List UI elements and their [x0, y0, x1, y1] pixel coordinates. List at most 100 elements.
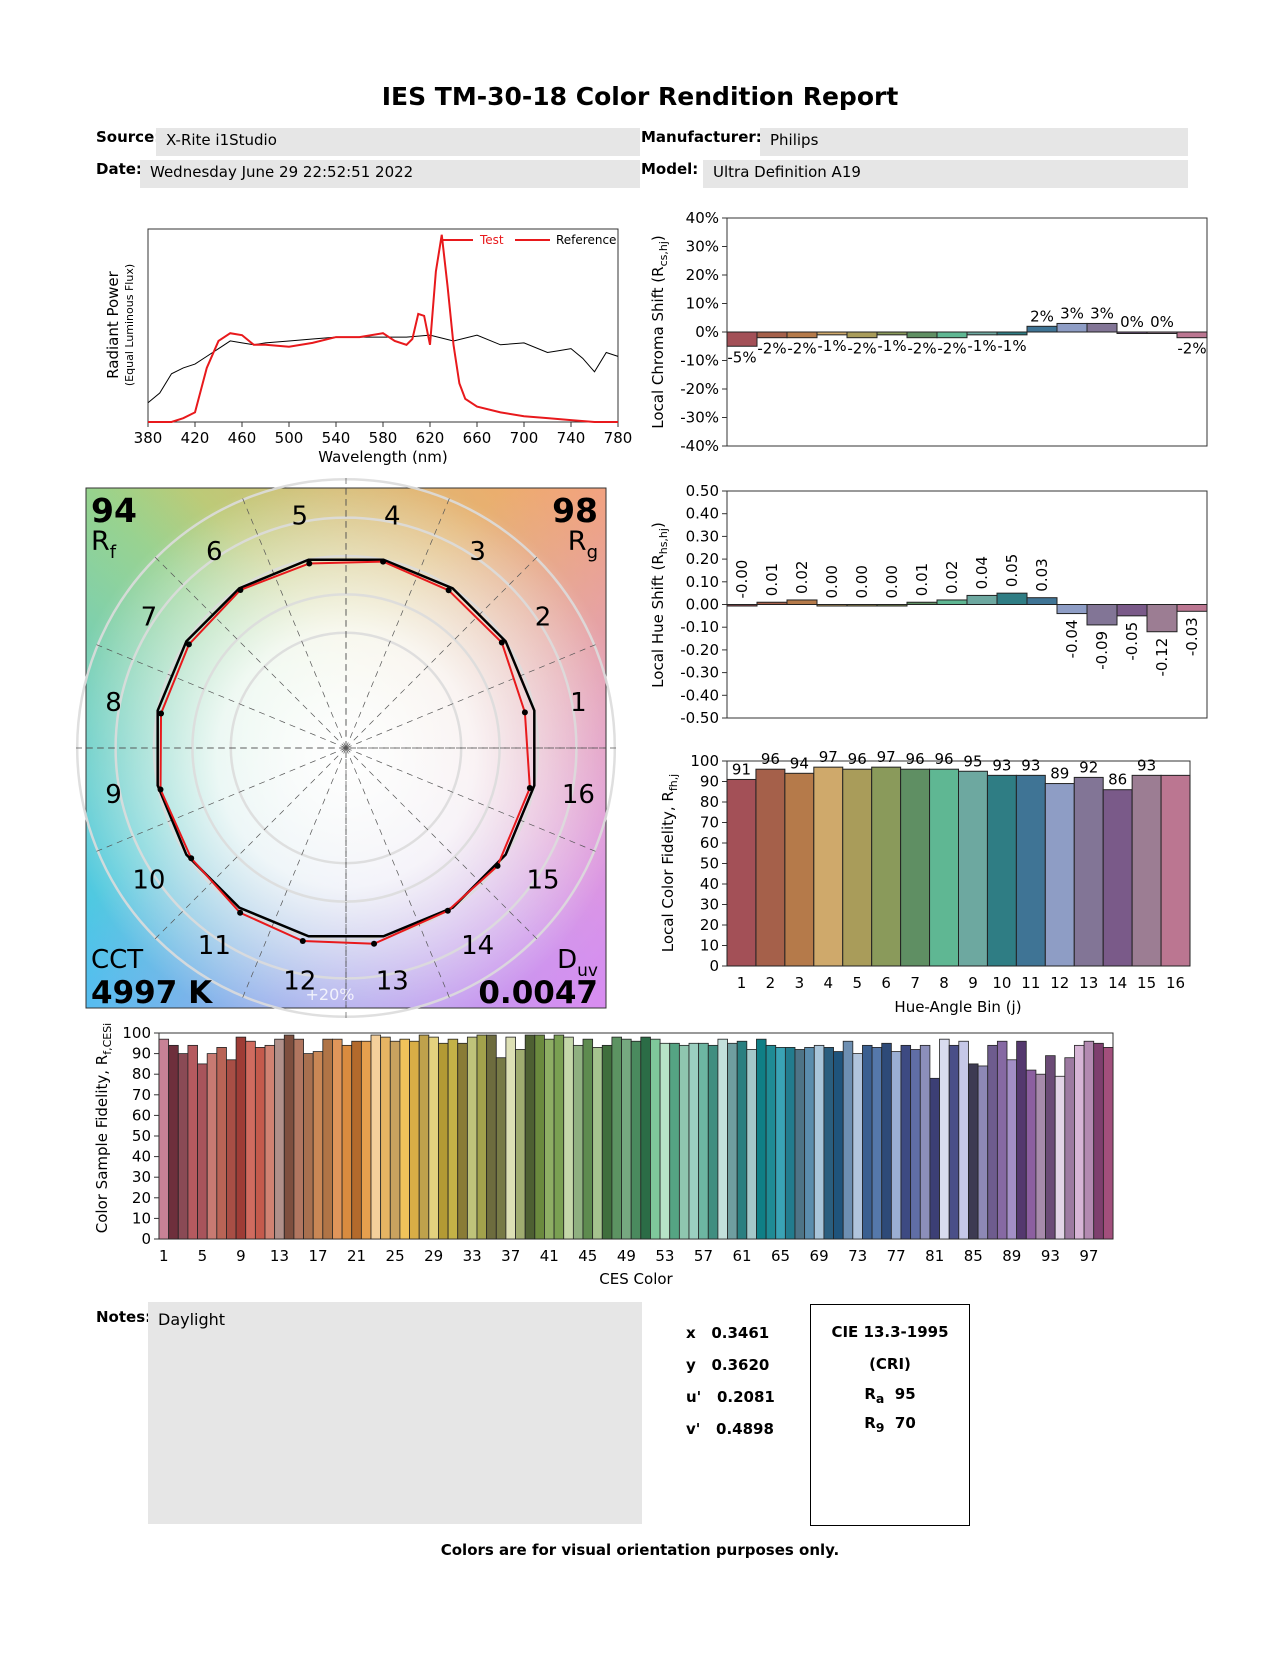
y-tick-label: 0%: [695, 323, 719, 341]
ces-bar: [216, 1047, 227, 1240]
bar-label: -2%: [757, 340, 786, 358]
bar-label: 97: [819, 748, 838, 766]
y-tick-label: 0.30: [686, 527, 719, 545]
bar-label: 0.04: [973, 556, 991, 589]
bar: [846, 604, 878, 607]
x-tick-label: 8: [939, 974, 949, 992]
ces-bar: [919, 1044, 931, 1240]
cri-subtitle: (CRI): [869, 1355, 911, 1373]
y-tick-label: -0.50: [680, 709, 719, 727]
vector-arrow-head: [188, 855, 195, 862]
bar-label: 0.00: [853, 565, 871, 598]
spd-x-tick-label: 700: [510, 429, 539, 447]
bar-label: -1%: [817, 337, 846, 355]
vector-bin-label: 3: [469, 537, 486, 567]
cri-box: CIE 13.3-1995 (CRI) Ra 95 R9 70: [810, 1304, 970, 1526]
bar-label: 93: [1021, 756, 1040, 774]
ces-bar: [418, 1034, 430, 1240]
spd-x-tick-label: 460: [228, 429, 257, 447]
ces-bar: [900, 1044, 912, 1240]
bar: [1026, 325, 1058, 333]
chromaticity-x: x 0.3461: [686, 1324, 769, 1342]
chromaticity-y-value: 0.3620: [711, 1356, 770, 1374]
ces-bar: [524, 1034, 536, 1240]
x-tick-label: 3: [795, 974, 805, 992]
bar: [842, 768, 873, 967]
ces-bar: [235, 1036, 247, 1240]
ces-bar: [948, 1044, 960, 1240]
ces-bar: [852, 1053, 863, 1240]
y-tick-label: 80: [700, 793, 719, 811]
y-tick-label: -0.20: [680, 641, 719, 659]
ces-bar: [274, 1038, 285, 1240]
cri-r9: R9 70: [864, 1414, 916, 1435]
vector-arrow-head: [185, 641, 192, 648]
y-tick-label: 90: [700, 773, 719, 791]
spd-x-tick-label: 380: [134, 429, 163, 447]
vector-ring-label: +20%: [306, 985, 355, 1004]
duv-value: 0.0047: [478, 975, 598, 1011]
bar: [871, 766, 902, 967]
bar: [936, 599, 968, 606]
y-tick-label: -40%: [680, 437, 719, 455]
cct-value: 4997 K: [91, 975, 213, 1011]
vector-bin-label: 16: [562, 780, 595, 810]
ces-bar: [544, 1038, 555, 1240]
ces-bar: [206, 1053, 218, 1240]
ces-y-ticks: 0 10 20 30 40 50 60 70 80 90 100 1 5 9 13 17 21 25 29 33 37 4…: [122, 1024, 1098, 1265]
bar: [786, 599, 818, 606]
footer-note: Colors are for visual orientation purpos…: [440, 1541, 840, 1559]
ces-x-tick-label: 97: [1079, 1247, 1098, 1265]
bar-label: 96: [761, 750, 780, 768]
bar: [756, 331, 788, 339]
bar-label: 0%: [1120, 313, 1144, 331]
bar-label: 0.00: [823, 565, 841, 598]
vector-arrow-head: [157, 786, 164, 793]
source-field: X-Rite i1Studio: [156, 128, 640, 156]
chromaticity-y: y 0.3620: [686, 1356, 769, 1374]
bar-label: 89: [1050, 765, 1069, 783]
ces-bar: [1025, 1069, 1037, 1240]
vector-arrows: [157, 558, 533, 947]
ces-bar: [823, 1047, 834, 1240]
vector-bin-label: 1: [570, 688, 587, 718]
bar-label: 0.02: [943, 561, 961, 594]
ces-y-axis-label: Color Sample Fidelity, Rf,CESi: [93, 1023, 114, 1234]
ces-bar: [572, 1044, 584, 1240]
bar: [906, 331, 938, 339]
ces-x-tick-label: 65: [771, 1247, 790, 1265]
bar: [1086, 604, 1118, 626]
cct-label: CCT: [91, 945, 143, 975]
ces-bar: [592, 1047, 603, 1240]
ces-y-tick-label: 60: [132, 1106, 151, 1124]
ces-x-tick-label: 73: [848, 1247, 867, 1265]
bar-label: -1%: [877, 337, 906, 355]
ces-x-tick-label: 33: [463, 1247, 482, 1265]
bar: [876, 331, 908, 336]
fidelity-x-axis-label: Hue-Angle Bin (j): [894, 998, 1021, 1016]
bar-label: -0.04: [1063, 620, 1081, 659]
bar: [1131, 774, 1162, 967]
bar: [1086, 322, 1118, 333]
y-tick-label: 0: [709, 957, 719, 975]
ces-bar: [515, 1049, 526, 1240]
chromaticity-u: u' 0.2081: [686, 1388, 775, 1406]
ces-x-axis-label: CES Color: [599, 1270, 673, 1288]
ces-bar: [698, 1042, 709, 1240]
bar: [1056, 604, 1088, 615]
y-tick-label: 40: [700, 875, 719, 893]
ces-bar: [370, 1034, 382, 1240]
vector-spoke: [345, 747, 538, 940]
y-tick-label: 30: [700, 896, 719, 914]
hue-y-axis-label: Local Hue Shift (Rhs,hj): [649, 522, 670, 688]
color-sample-fidelity-chart: 0 10 20 30 40 50 60 70 80 90 100 1 5 9 13 17 21 25 29 33 37 4…: [93, 1023, 1114, 1288]
bar-label: 3%: [1090, 304, 1114, 322]
vector-arrow-head: [444, 907, 451, 914]
vector-arrow-head: [521, 709, 528, 716]
x-tick-label: 6: [881, 974, 891, 992]
vector-spoke: [345, 747, 450, 998]
ces-bar: [254, 1047, 266, 1240]
ces-bar: [360, 1040, 372, 1240]
